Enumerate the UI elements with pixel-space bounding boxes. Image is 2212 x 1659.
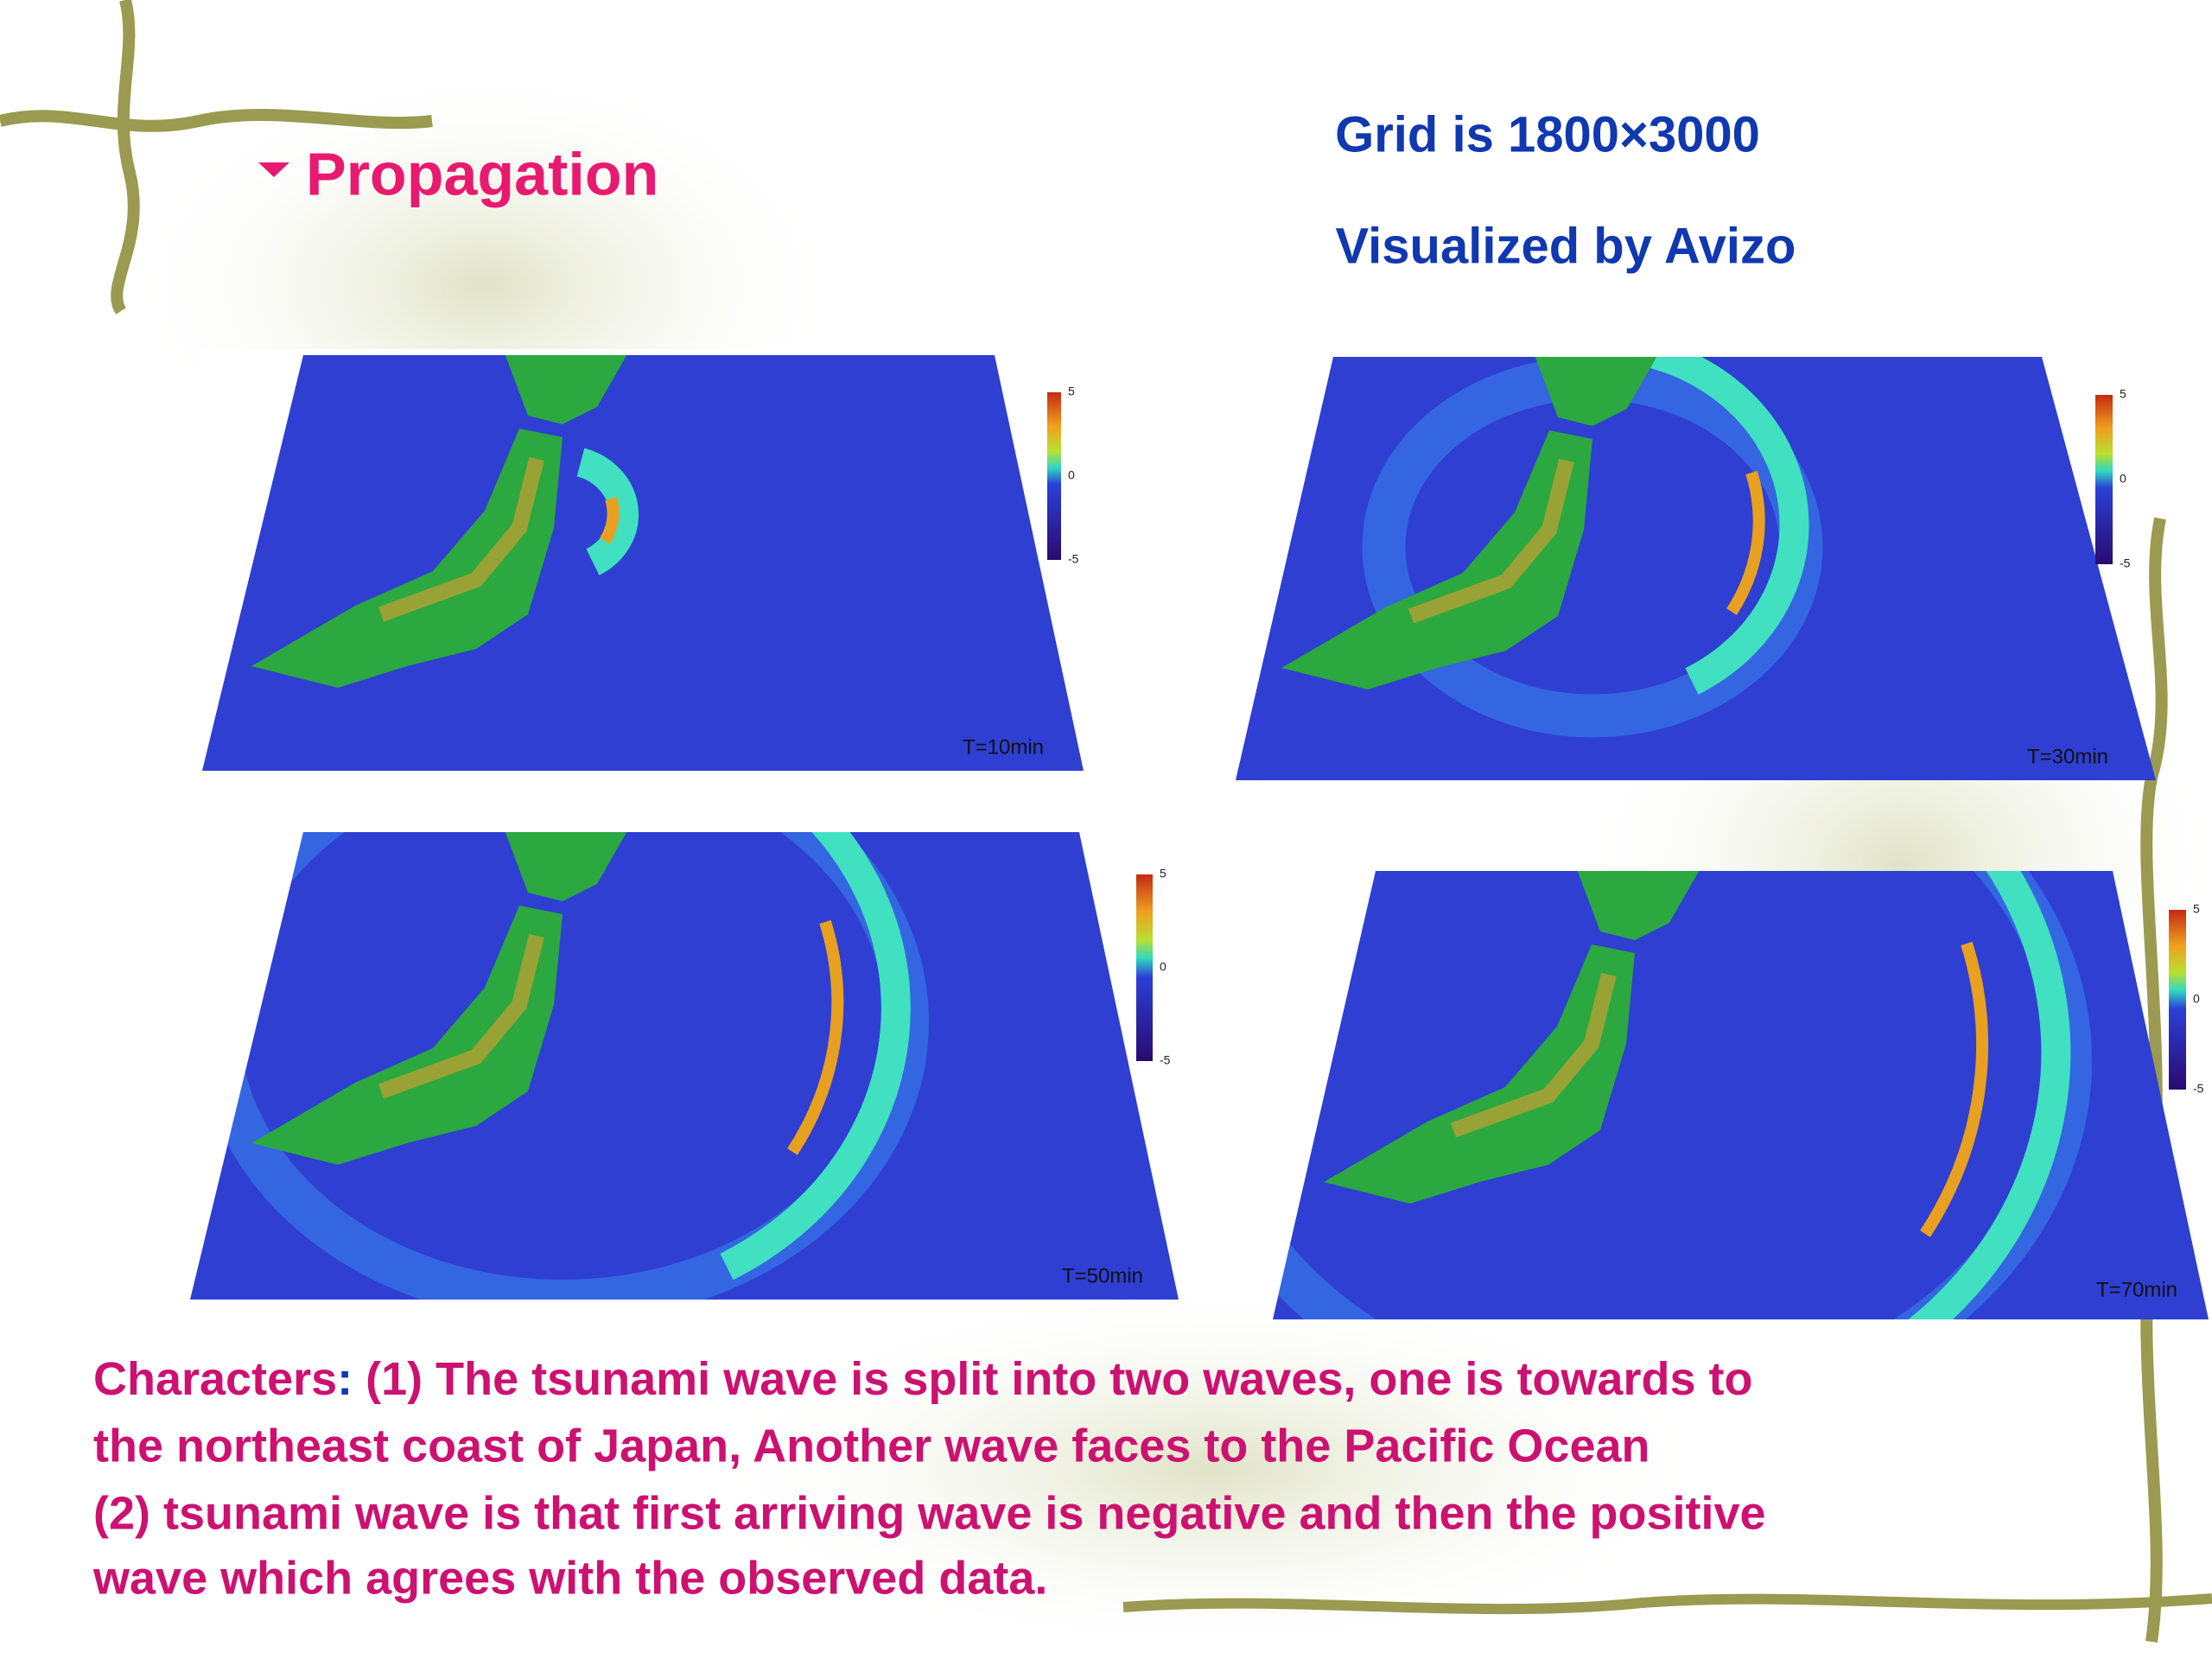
colorbar-label: 0 — [1068, 468, 1075, 482]
wave-front — [1755, 871, 2071, 1319]
wave-crest — [599, 496, 620, 544]
caption-label: Characters — [93, 1353, 337, 1405]
caption-separator: : — [337, 1353, 353, 1405]
land — [251, 832, 632, 1165]
time-label: T=30min — [2027, 745, 2108, 768]
grid-note: Grid is 1800×3000 — [1335, 106, 1760, 162]
panel: 5 0 -5 T=30min — [1236, 357, 2156, 780]
colorbar — [2095, 395, 2113, 564]
panel: 5 0 -5 T=50min — [190, 832, 1179, 1300]
colorbar — [2169, 910, 2186, 1090]
land — [1281, 357, 1662, 690]
panels: 5 0 -5 T=10min 5 0 -5 T=30min 5 0 -5 T=50min 5 0 -5 T=7… — [190, 355, 2209, 1319]
caption-text: (1) The tsunami wave is split into two w… — [353, 1353, 1752, 1405]
sea — [202, 355, 1084, 771]
panel: 5 0 -5 T=10min — [202, 355, 1084, 771]
panel: 5 0 -5 T=70min — [1273, 871, 2209, 1319]
land — [251, 355, 632, 688]
sea — [190, 832, 1179, 1300]
wave-front — [1648, 357, 1809, 695]
colorbar — [1047, 392, 1061, 560]
caption-line: (2) tsunami wave is that first arriving … — [93, 1487, 1766, 1539]
time-label: T=70min — [2096, 1278, 2177, 1301]
panel-content — [1281, 357, 1823, 738]
wave-front — [657, 832, 911, 1281]
time-label: T=50min — [1062, 1264, 1143, 1287]
wave-crest — [1726, 470, 1765, 615]
colorbar-label: -5 — [1068, 552, 1079, 566]
slide-title: Propagation — [306, 140, 658, 207]
colorbar-label: 5 — [1068, 385, 1075, 398]
bullet — [258, 162, 289, 177]
colorbar-label: 5 — [2120, 387, 2126, 401]
panel-content — [251, 355, 639, 688]
colorbar-label: 5 — [2193, 902, 2200, 916]
land — [1324, 871, 1704, 1204]
wave-crest — [787, 919, 844, 1155]
caption-line: wave which agrees with the observed data… — [92, 1552, 1047, 1604]
colorbar-label: -5 — [2120, 556, 2131, 570]
colorbar-label: 5 — [1160, 867, 1166, 880]
colorbar — [1136, 874, 1153, 1061]
land-relief — [378, 933, 544, 1099]
panel-content — [1273, 871, 2092, 1319]
colorbar-label: 0 — [2193, 992, 2200, 1006]
caption-line: Characters: (1) The tsunami wave is spli… — [93, 1353, 1752, 1405]
time-label: T=10min — [963, 735, 1044, 759]
colorbar-label: -5 — [1160, 1053, 1171, 1067]
caption-line: the northeast coast of Japan, Another wa… — [93, 1420, 1650, 1471]
colorbar-label: 0 — [2120, 472, 2126, 486]
land-relief — [1408, 458, 1574, 624]
wave-front — [576, 448, 639, 575]
land-relief — [378, 456, 544, 622]
colorbar-label: -5 — [2193, 1082, 2204, 1096]
land-relief — [1450, 972, 1617, 1138]
wave-crest — [1920, 941, 1988, 1237]
tool-note: Visualized by Avizo — [1336, 218, 1796, 274]
colorbar-label: 0 — [1160, 960, 1166, 974]
